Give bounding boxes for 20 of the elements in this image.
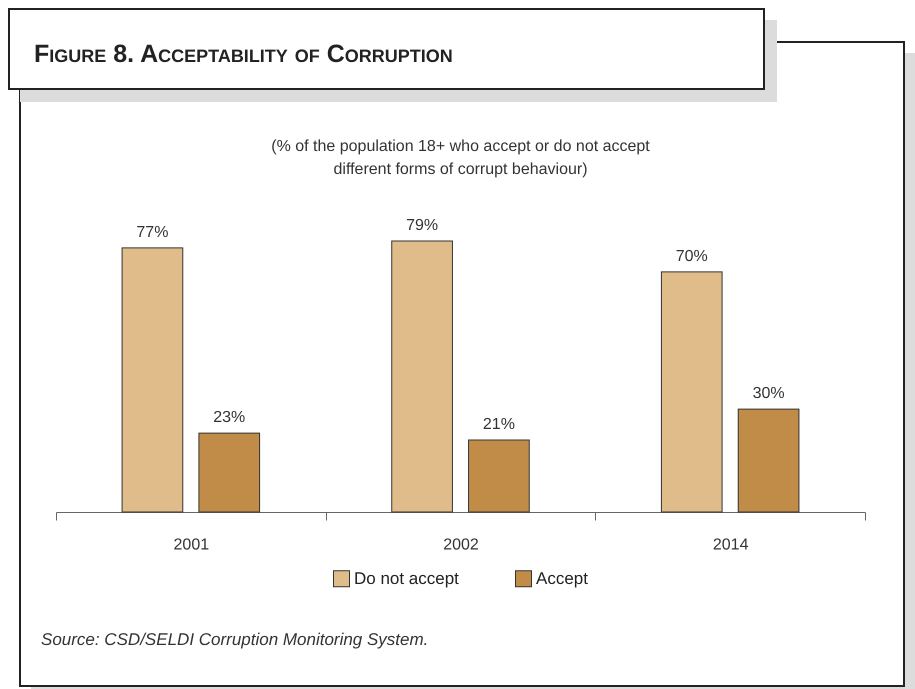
chart-title: Figure 8. Acceptability of Corruption (34, 40, 453, 69)
x-tick-label: 2014 (712, 536, 749, 554)
bar (122, 247, 184, 512)
bar (468, 439, 530, 512)
legend-label: Do not accept (354, 568, 460, 588)
data-label: 77% (136, 224, 168, 241)
x-tick-label: 2002 (443, 536, 479, 554)
bar (738, 408, 800, 512)
data-label: 79% (406, 217, 438, 234)
source-note: Source: CSD/SELDI Corruption Monitoring System. (41, 630, 428, 650)
bar (391, 240, 453, 512)
bar (660, 271, 723, 512)
bar (198, 432, 260, 512)
legend-label: Accept (536, 568, 588, 588)
data-label: 23% (213, 409, 246, 426)
x-tick-label: 2001 (174, 536, 210, 554)
data-label: 21% (482, 416, 515, 433)
data-label: 30% (752, 385, 785, 402)
chart-subtitle: (% of the population 18+ who accept or do not accept different forms of corrupt behaviour) (271, 138, 650, 178)
data-label: 70% (676, 248, 708, 265)
